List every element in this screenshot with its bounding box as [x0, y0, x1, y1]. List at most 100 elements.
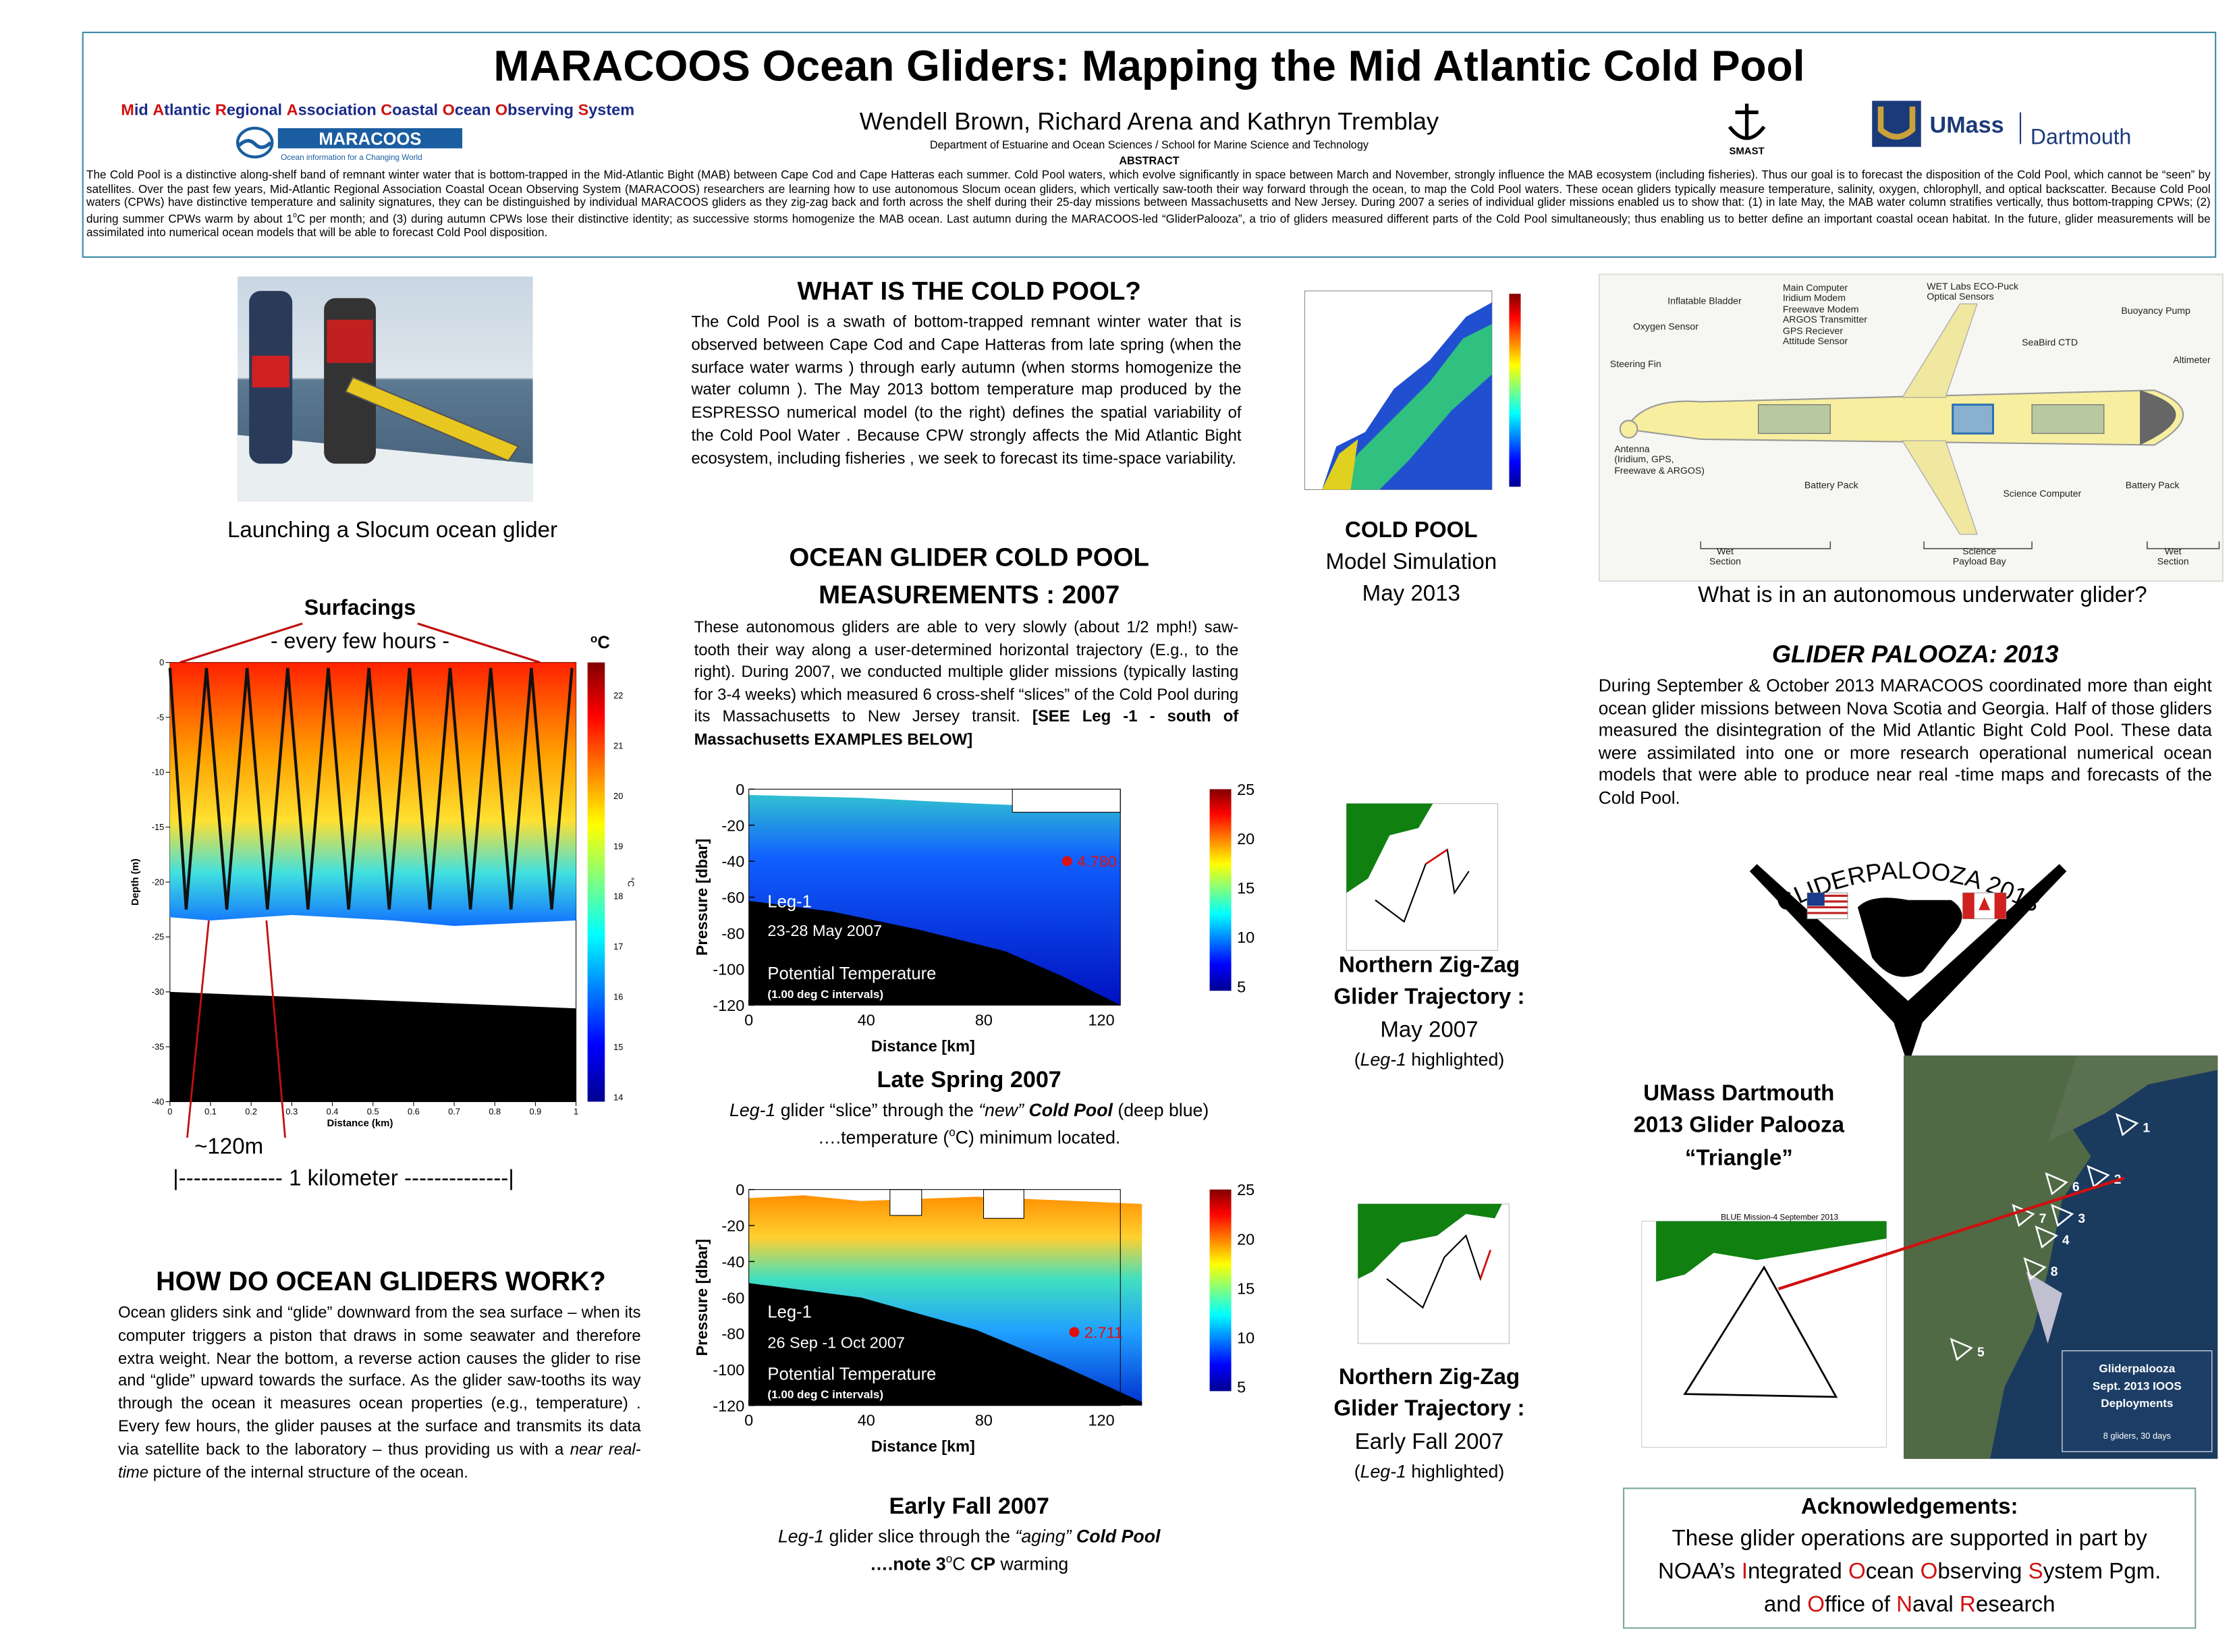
colorbar	[1509, 294, 1521, 487]
y-tick-label: -20	[721, 817, 744, 834]
text: C per month; and (3) during autumn CPWs …	[86, 212, 2211, 240]
legend-text: Deployments	[2101, 1397, 2173, 1410]
minimum-label: 4.780	[1077, 853, 1117, 871]
y-tick-label: -20	[721, 1217, 744, 1235]
component-label: Battery Pack	[1804, 480, 1858, 491]
sea-floor	[748, 900, 1121, 1006]
component-label: Altimeter	[2173, 356, 2211, 366]
figure-caption: Model Simulation	[1325, 550, 1497, 575]
colorbar-tick-label: 20	[613, 791, 623, 801]
title: MARACOOS Ocean Gliders: Mapping the Mid …	[493, 43, 1805, 91]
deployment-number: 4	[2062, 1234, 2070, 1248]
logo-band	[277, 128, 463, 148]
legend-box	[2062, 1350, 2213, 1452]
y-tick-label: -80	[721, 1325, 744, 1343]
sea-floor	[748, 1283, 1142, 1406]
figure-caption: What is in an autonomous underwater glid…	[1698, 583, 2147, 608]
text: C	[952, 1553, 970, 1574]
colorbar-tick-label: 19	[613, 841, 623, 851]
x-tick-label: 0	[167, 1107, 172, 1117]
x-tick-label: 80	[975, 1011, 993, 1028]
deployment-number: 8	[2051, 1265, 2058, 1279]
component-label: Wet Section	[1709, 547, 1742, 568]
x-tick-label: 1	[574, 1107, 578, 1117]
flag-canton	[1807, 893, 1825, 906]
section-text: During September & October 2013 MARACOOS…	[1598, 675, 2212, 808]
text: “aging”	[1015, 1526, 1072, 1547]
x-tick-label: 120	[1088, 1011, 1114, 1028]
colorbar-tick-label: 22	[613, 690, 623, 700]
component-label: Main Computer Iridium Modem Freewave Mod…	[1782, 283, 1867, 348]
x-tick-label: 40	[858, 1412, 875, 1429]
colorbar-tick-label: 10	[1237, 1329, 1254, 1346]
data-gap	[983, 1189, 1024, 1219]
chart-title: Early Fall 2007	[889, 1495, 1049, 1520]
connector-line	[1777, 1176, 2125, 1290]
deployment-number: 3	[2078, 1212, 2085, 1226]
y-tick-label: -100	[713, 1361, 744, 1379]
ack-heading: Acknowledgements:	[1800, 1495, 2018, 1520]
chart-caption: Leg-1 glider “slice” through the “new” C…	[688, 1100, 1250, 1120]
x-tick-label: 0.8	[489, 1107, 501, 1117]
word: Atlantic	[153, 102, 211, 120]
text: (	[1354, 1462, 1360, 1482]
component-label: Wet Section	[2157, 547, 2189, 568]
logo-wave	[238, 138, 273, 149]
colorbar-tick-label: 21	[613, 740, 623, 750]
glider-path	[168, 667, 574, 910]
maracoos-logo: MARACOOS Ocean information for a Changin…	[236, 126, 463, 162]
figure-label: - every few hours -	[271, 628, 449, 653]
y-tick-label: 0	[159, 657, 164, 667]
text: Leg-1	[729, 1100, 776, 1121]
plot-label: Leg-1	[767, 1303, 811, 1322]
component-label: WET Labs ECO-Puck Optical Sensors	[1927, 282, 2019, 303]
ack-text: These glider operations are supported in…	[1672, 1526, 2147, 1551]
colorbar	[587, 662, 605, 1102]
trajectory-map	[1346, 803, 1498, 951]
word: Regional	[215, 102, 283, 120]
ocean-model	[1322, 302, 1492, 490]
plot-label: 23-28 May 2007	[767, 922, 882, 939]
land	[1656, 1221, 1887, 1282]
text: (	[1354, 1049, 1360, 1070]
deployment-map: Gliderpalooza Sept. 2013 IOOS Deployment…	[1904, 1055, 2218, 1459]
umass-logo: UMass Dartmouth	[1872, 101, 2131, 148]
x-tick-label: 0.3	[285, 1107, 298, 1117]
colorbar-tick-label: 20	[1237, 830, 1254, 848]
section-text: The Cold Pool is a swath of bottom-trapp…	[691, 314, 1242, 468]
section-heading: MEASUREMENTS : 2007	[819, 580, 1120, 609]
component-label: SeaBird CTD	[2022, 338, 2078, 349]
y-tick-label: -120	[713, 997, 744, 1014]
legend-text: Sept. 2013 IOOS	[2093, 1379, 2182, 1392]
launch-photo	[238, 276, 533, 501]
smast-label: SMAST	[1729, 145, 1764, 157]
word: Coastal	[381, 102, 439, 120]
ack-text: NOAA’s Integrated Ocean Observing System…	[1623, 1560, 2196, 1585]
component-label: Steering Fin	[1609, 360, 1661, 370]
x-tick-label: 0.1	[204, 1107, 217, 1117]
superscript: o	[949, 1126, 956, 1139]
text: Leg-1	[777, 1526, 825, 1547]
x-tick-label: 80	[975, 1412, 993, 1429]
flag-stripes	[1807, 894, 1848, 914]
dartmouth-label: Dartmouth	[2031, 124, 2131, 148]
figure-caption: UMass Dartmouth	[1643, 1081, 1835, 1106]
colorbar-tick-label: 25	[1237, 781, 1254, 798]
text: C) minimum located.	[955, 1128, 1121, 1149]
x-tick-label: 0.5	[367, 1107, 379, 1117]
colorbar-tick-label: 14	[613, 1092, 623, 1102]
word: Office	[1807, 1593, 1866, 1618]
land	[1358, 1204, 1502, 1279]
word: Ocean	[442, 102, 491, 120]
figure-caption: 2013 Glider Palooza	[1633, 1113, 1845, 1138]
life-vest	[252, 356, 289, 388]
x-tick-label: 0.2	[245, 1107, 257, 1117]
component-label: Science Computer	[2003, 489, 2082, 500]
umass-u	[1877, 106, 1916, 140]
antenna-tip	[1619, 420, 1638, 439]
x-tick-label: 0.4	[327, 1107, 339, 1117]
colorbar-tick-label: 20	[1237, 1230, 1254, 1248]
superscript: o	[293, 211, 297, 221]
